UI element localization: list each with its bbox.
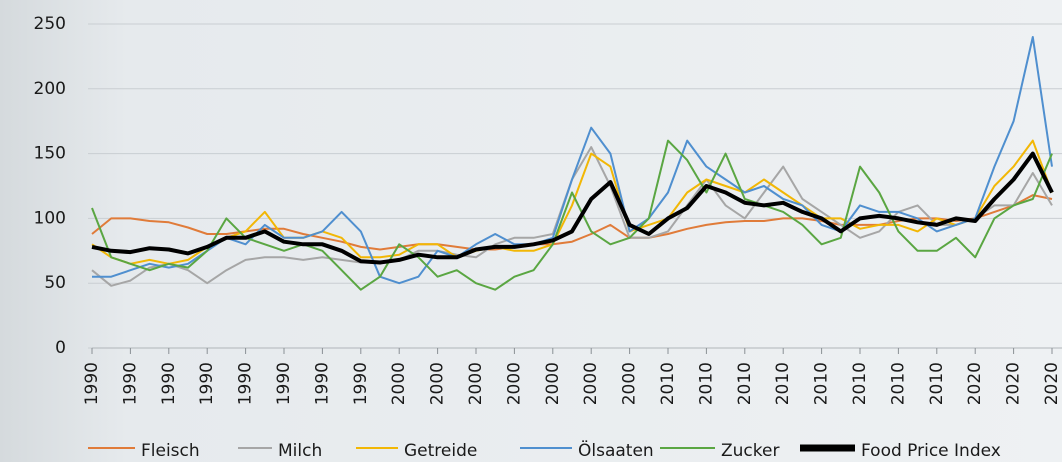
y-tick-label: 250: [34, 14, 66, 34]
x-tick-label: 1990: [236, 362, 256, 405]
x-tick-label: 1990: [82, 362, 102, 405]
x-tick-label: 2000: [504, 362, 524, 405]
y-tick-label: 0: [55, 338, 66, 358]
x-tick-label: 2020: [1042, 362, 1062, 405]
x-tick-label: 2000: [543, 362, 563, 405]
y-tick-label: 100: [34, 208, 66, 228]
x-tick-label: 2020: [965, 362, 985, 405]
x-tick-label: 2000: [581, 362, 601, 405]
x-tick-label: 2020: [1004, 362, 1024, 405]
x-tick-label: 2000: [466, 362, 486, 405]
series-line: [91, 139, 1053, 265]
x-tick-label: 2010: [927, 362, 947, 405]
x-tick-label: 1990: [274, 362, 294, 405]
x-tick-label: 1990: [120, 362, 140, 405]
x-tick-label: 2010: [888, 362, 908, 405]
legend-label: Zucker: [721, 441, 779, 461]
y-tick-label: 150: [34, 144, 66, 164]
x-tick-label: 2000: [620, 362, 640, 405]
x-tick-label: 2010: [850, 362, 870, 405]
legend-label: Fleisch: [141, 441, 200, 461]
x-tick-label: 2010: [812, 362, 832, 405]
y-tick-label: 50: [44, 273, 66, 293]
legend-label: Ölsaaten: [578, 439, 654, 461]
x-tick-label: 2010: [696, 362, 716, 405]
legend-label: Milch: [278, 441, 322, 461]
y-tick-label: 200: [34, 79, 66, 99]
x-tick-label: 2000: [389, 362, 409, 405]
series-line: [91, 194, 1053, 251]
legend-label: Getreide: [404, 441, 477, 461]
x-tick-label: 1990: [351, 362, 371, 405]
series-line: [92, 36, 1053, 285]
x-tick-label: 2010: [658, 362, 678, 405]
x-tick-label: 1990: [312, 362, 332, 405]
x-tick-label: 2010: [735, 362, 755, 405]
x-tick-label: 2000: [428, 362, 448, 405]
x-tick-label: 2010: [773, 362, 793, 405]
x-tick-label: 1990: [197, 362, 217, 405]
legend-label: Food Price Index: [861, 441, 1001, 461]
series-line: [91, 151, 1054, 265]
x-tick-label: 1990: [159, 362, 179, 405]
